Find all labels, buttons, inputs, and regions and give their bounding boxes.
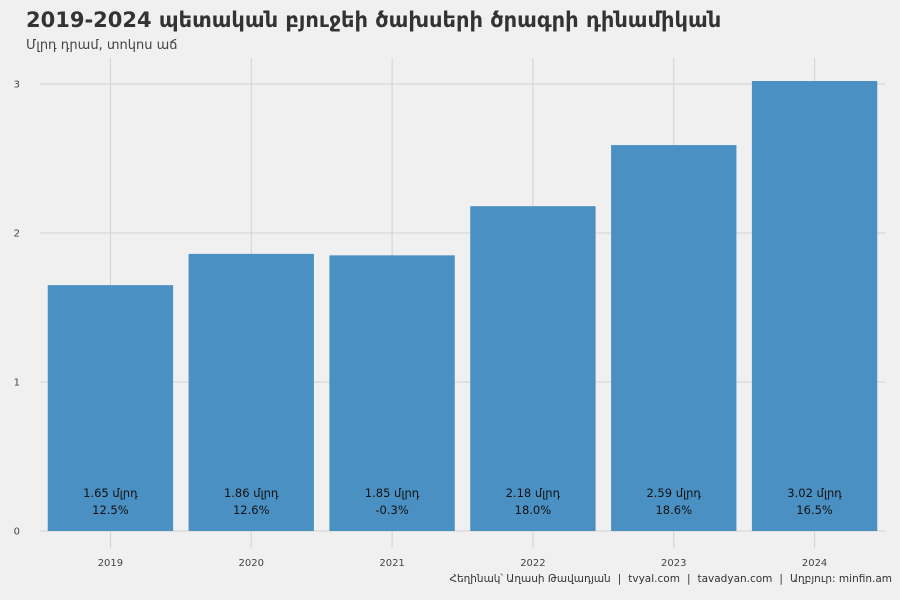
- chart-subtitle: Մլրդ դրամ, տոկոս աճ: [26, 38, 178, 53]
- y-tick-label: 0: [14, 527, 20, 538]
- bar: [470, 206, 596, 531]
- bar-growth-label: 18.0%: [515, 503, 552, 517]
- x-tick-label: 2023: [661, 558, 686, 569]
- bars: [47, 81, 878, 532]
- caption-source: Աղբյուր: minfin.am: [789, 573, 892, 585]
- caption-site-tvyal: tvyal.com: [628, 573, 680, 585]
- y-tick-label: 1: [14, 378, 20, 389]
- chart-title: 2019-2024 պետական բյուջեի ծախսերի ծրագրի…: [26, 8, 722, 32]
- caption-author: Հեղինակ՝ Աղասի Թավադյան: [449, 573, 611, 585]
- bar-value-label: 2.59 մլրդ: [646, 486, 701, 500]
- bar-value-label: 1.86 մլրդ: [224, 486, 279, 500]
- bar-growth-label: 18.6%: [655, 503, 692, 517]
- bar-growth-label: 12.5%: [92, 503, 129, 517]
- y-tick-label: 2: [14, 229, 20, 240]
- caption-site-tavadyan: tavadyan.com: [697, 573, 773, 585]
- bar: [751, 81, 878, 532]
- x-tick-label: 2021: [379, 558, 404, 569]
- bar-value-label: 1.65 մլրդ: [83, 486, 138, 500]
- x-tick-label: 2020: [239, 558, 264, 569]
- bar-growth-label: -0.3%: [375, 503, 408, 517]
- caption-separator: |: [779, 573, 783, 585]
- chart-caption: Հեղինակ՝ Աղասի Թավադյան | tvyal.com | tavady…: [449, 573, 892, 585]
- x-tick-label: 2019: [98, 558, 123, 569]
- bar-growth-label: 16.5%: [796, 503, 833, 517]
- x-tick-label: 2022: [520, 558, 545, 569]
- bar: [611, 145, 737, 531]
- bar-value-label: 2.18 մլրդ: [506, 486, 561, 500]
- data-labels: 1.65 մլրդ 12.5% 1.86 մլրդ 12.6% 1.85 մլրդ -0.…: [83, 486, 842, 517]
- caption-separator: |: [617, 573, 622, 585]
- bar: [329, 255, 455, 531]
- bar: [47, 285, 174, 531]
- bar-value-label: 3.02 մլրդ: [787, 486, 842, 500]
- bar: [188, 253, 314, 532]
- x-tick-label: 2024: [802, 558, 827, 569]
- bar-growth-label: 12.6%: [233, 503, 270, 517]
- caption-separator: |: [686, 573, 691, 585]
- axis-ticks: 0 1 2 3 2019 2020 2021 2022 2023 2024: [14, 80, 828, 570]
- y-tick-label: 3: [14, 80, 20, 91]
- bar-value-label: 1.85 մլրդ: [365, 486, 420, 500]
